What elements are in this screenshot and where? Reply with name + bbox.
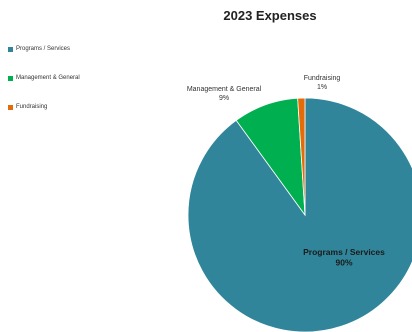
legend-item-fundraising: Fundraising: [8, 101, 80, 113]
pie-data-label-management-general-value: 9%: [219, 95, 229, 102]
pie-data-label-fundraising-name: Fundraising: [304, 75, 341, 82]
pie-slice-fundraising: [297, 97, 306, 216]
legend-swatch: [8, 46, 13, 52]
legend-item-management-general: Management & General: [8, 72, 80, 84]
legend-label: Management & General: [16, 75, 80, 81]
pie-data-label-management-general-name: Management & General: [187, 86, 262, 93]
chart-legend: Programs / Services Management & General…: [8, 43, 80, 113]
legend-swatch: [8, 75, 13, 81]
pie-data-label-programs-services-value: 90%: [335, 258, 352, 268]
pie-data-label-fundraising-value: 1%: [317, 84, 327, 91]
chart-title: 2023 Expenses: [223, 8, 317, 23]
pie-data-label-programs-services-name: Programs / Services: [303, 247, 385, 257]
legend-item-programs-services: Programs / Services: [8, 43, 80, 55]
legend-label: Fundraising: [16, 104, 48, 110]
legend-swatch: [8, 104, 13, 110]
legend-label: Programs / Services: [16, 46, 71, 52]
pie-slice-programs-services: [187, 97, 412, 332]
